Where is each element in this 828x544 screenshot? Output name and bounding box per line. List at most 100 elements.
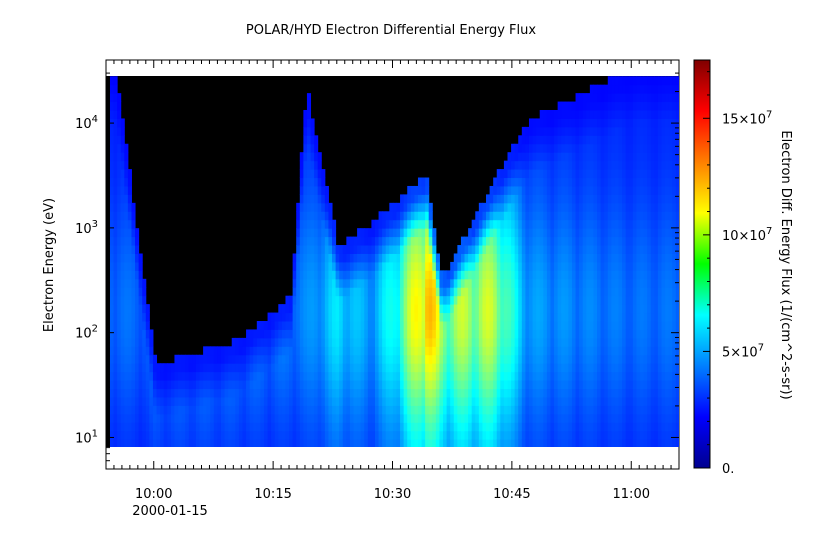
spectrogram-cell	[206, 396, 211, 406]
spectrogram-cell	[532, 413, 537, 423]
spectrogram-cell	[661, 380, 666, 390]
spectrogram-cell	[328, 430, 333, 440]
spectrogram-cell	[457, 354, 462, 364]
spectrogram-cell	[324, 211, 329, 221]
spectrogram-cell	[600, 228, 605, 238]
spectrogram-cell	[253, 422, 258, 432]
spectrogram-cell	[117, 228, 122, 238]
spectrogram-cell	[503, 160, 508, 170]
spectrogram-cell	[632, 194, 637, 204]
spectrogram-cell	[579, 270, 584, 280]
spectrogram-cell	[321, 430, 326, 440]
spectrogram-cell	[657, 228, 662, 238]
spectrogram-cell	[475, 270, 480, 280]
spectrogram-cell	[392, 304, 397, 314]
spectrogram-cell	[550, 185, 555, 195]
y-tick-label: 103	[75, 219, 98, 237]
spectrogram-cell	[120, 236, 125, 246]
spectrogram-cell	[414, 202, 419, 212]
spectrogram-cell	[521, 413, 526, 423]
spectrogram-cell	[332, 371, 337, 381]
spectrogram-cell	[539, 253, 544, 263]
spectrogram-cell	[328, 245, 333, 254]
spectrogram-cell	[281, 439, 286, 447]
spectrogram-cell	[622, 253, 627, 263]
spectrogram-cell	[285, 439, 290, 447]
spectrogram-cell	[650, 304, 655, 314]
spectrogram-cell	[374, 354, 380, 364]
spectrogram-cell	[532, 371, 537, 381]
spectrogram-cell	[335, 380, 340, 390]
spectrogram-cell	[478, 219, 483, 229]
spectrogram-cell	[665, 194, 670, 204]
spectrogram-cell	[278, 396, 283, 406]
spectrogram-cell	[231, 388, 236, 398]
spectrogram-cell	[650, 253, 655, 263]
spectrogram-cell	[640, 101, 645, 111]
spectrogram-cell	[518, 321, 523, 330]
spectrogram-cell	[489, 304, 494, 314]
spectrogram-cell	[672, 228, 677, 238]
spectrogram-cell	[557, 160, 562, 170]
spectrogram-cell	[392, 236, 397, 246]
spectrogram-cell	[607, 287, 612, 297]
spectrogram-cell	[403, 337, 408, 347]
spectrogram-cell	[260, 329, 265, 339]
spectrogram-cell	[672, 194, 677, 204]
spectrogram-cell	[414, 422, 419, 432]
spectrogram-cell	[607, 152, 612, 162]
spectrogram-cell	[593, 422, 598, 432]
spectrogram-cell	[464, 346, 469, 356]
spectrogram-cell	[579, 380, 584, 390]
spectrogram-cell	[564, 160, 569, 170]
spectrogram-cell	[661, 388, 666, 398]
spectrogram-cell	[571, 270, 577, 280]
spectrogram-cell	[342, 337, 347, 347]
spectrogram-cell	[296, 270, 301, 280]
spectrogram-cell	[564, 236, 569, 246]
spectrogram-cell	[324, 261, 329, 271]
spectrogram-cell	[271, 329, 276, 339]
spectrogram-cell	[464, 439, 469, 447]
spectrogram-cell	[668, 211, 673, 221]
spectrogram-cell	[665, 109, 670, 119]
spectrogram-cell	[636, 413, 641, 423]
spectrogram-cell	[571, 396, 577, 406]
spectrogram-cell	[324, 278, 329, 288]
spectrogram-cell	[185, 405, 190, 415]
spectrogram-cell	[188, 380, 193, 390]
spectrogram-cell	[374, 371, 380, 381]
spectrogram-cell	[231, 380, 236, 390]
spectrogram-cell	[149, 337, 154, 347]
spectrogram-cell	[632, 354, 637, 364]
spectrogram-cell	[657, 354, 662, 364]
spectrogram-cell	[228, 380, 233, 390]
spectrogram-cell	[593, 194, 598, 204]
spectrogram-cell	[668, 236, 673, 246]
spectrogram-cell	[514, 413, 519, 423]
spectrogram-cell	[249, 422, 254, 432]
spectrogram-cell	[661, 228, 666, 238]
spectrogram-cell	[507, 396, 512, 406]
spectrogram-cell	[403, 312, 408, 322]
spectrogram-cell	[482, 304, 487, 314]
spectrogram-cell	[310, 160, 315, 170]
spectrogram-cell	[131, 270, 136, 280]
spectrogram-cell	[332, 422, 337, 432]
spectrogram-cell	[579, 346, 584, 356]
spectrogram-cell	[543, 194, 548, 204]
spectrogram-cell	[647, 228, 652, 238]
spectrogram-cell	[349, 413, 355, 423]
spectrogram-cell	[468, 396, 473, 406]
spectrogram-cell	[503, 380, 508, 390]
spectrogram-cell	[378, 439, 383, 447]
spectrogram-cell	[568, 312, 573, 322]
spectrogram-cell	[672, 84, 677, 94]
spectrogram-cell	[657, 278, 662, 288]
spectrogram-cell	[120, 177, 125, 187]
spectrogram-cell	[306, 219, 312, 229]
spectrogram-cell	[328, 211, 333, 221]
spectrogram-cell	[571, 152, 577, 162]
spectrogram-cell	[360, 430, 365, 440]
spectrogram-cell	[614, 185, 620, 195]
